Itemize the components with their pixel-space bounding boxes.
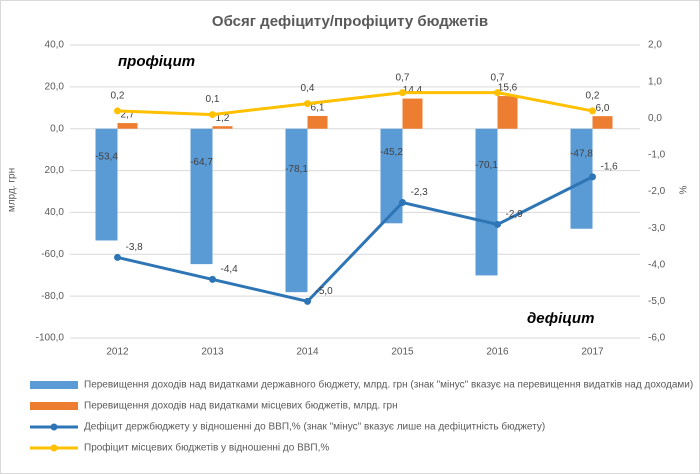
y-axis-label: млрд. грн	[7, 168, 18, 212]
line-point	[399, 198, 406, 206]
data-label: -4,4	[221, 264, 239, 275]
y2-tick-label: -2,0	[648, 186, 666, 197]
y2-tick-label: 2,0	[648, 40, 662, 51]
data-label: -47,8	[570, 148, 593, 159]
line-point	[589, 107, 596, 115]
x-tick-label: 2012	[106, 347, 129, 358]
bar	[592, 116, 613, 129]
data-label: -70,1	[475, 160, 498, 171]
line-point	[209, 111, 216, 119]
legend-label: Перевищення доходів над видатками держав…	[84, 379, 693, 391]
data-label: -2,9	[506, 209, 524, 220]
data-label: 6,1	[311, 103, 325, 114]
data-label: 0,1	[206, 94, 220, 105]
bar	[497, 96, 518, 129]
y2-tick-label: -1,0	[648, 150, 666, 161]
x-tick-label: 2017	[581, 347, 604, 358]
bar	[212, 126, 233, 129]
line-point	[399, 89, 406, 97]
y-tick-label: 40,0	[45, 207, 65, 218]
data-label: -5,0	[316, 286, 334, 297]
data-label: 1,2	[216, 113, 230, 124]
data-label: -64,7	[190, 157, 213, 168]
line	[117, 175, 594, 304]
y2-tick-label: 0,0	[648, 113, 662, 124]
line-point	[114, 107, 121, 115]
line-point	[304, 100, 311, 108]
line	[117, 91, 593, 117]
data-label: 0,7	[491, 72, 505, 83]
annotation: дефіцит	[527, 310, 594, 327]
legend-label: Профіцит місцевих бюджетів у відношенні …	[84, 442, 329, 454]
y-tick-label: 20,0	[45, 165, 65, 176]
y2-tick-label: -5,0	[648, 296, 666, 307]
legend-swatch	[50, 444, 58, 452]
legend-label: Перевищення доходів над видатками місцев…	[84, 400, 398, 412]
legend-swatch	[30, 402, 78, 410]
data-label: 14,4	[403, 85, 423, 96]
bar	[117, 123, 138, 129]
data-label: 6,0	[596, 103, 610, 114]
data-label: -3,8	[126, 242, 144, 253]
y2-axis-label: %	[679, 185, 690, 194]
bar	[190, 128, 213, 265]
data-label: 0,7	[396, 72, 410, 83]
y2-tick-label: -4,0	[648, 259, 666, 270]
line-point	[304, 297, 311, 305]
line-point	[209, 275, 216, 283]
bar	[475, 128, 498, 276]
bar	[95, 128, 118, 241]
x-tick-label: 2013	[201, 347, 224, 358]
x-tick-label: 2015	[391, 347, 414, 358]
annotation: профіцит	[118, 53, 195, 70]
y-tick-label: -80,0	[41, 291, 64, 302]
bar	[402, 98, 423, 129]
legend-label: Дефіцит держбюджету у відношенні до ВВП,…	[84, 421, 545, 433]
y-tick-label: 0,0	[50, 123, 64, 134]
y-tick-label: 20,0	[45, 81, 65, 92]
data-label: 0,4	[301, 83, 315, 94]
data-label: -1,6	[601, 161, 619, 172]
data-label: 15,6	[498, 83, 518, 94]
bar	[570, 128, 593, 229]
line-point	[494, 220, 501, 228]
bar	[307, 115, 328, 129]
y2-tick-label: 1,0	[648, 76, 662, 87]
y-tick-label: -60,0	[41, 249, 64, 260]
data-label: 2,7	[121, 110, 135, 121]
bar	[285, 128, 308, 293]
line-point	[114, 253, 121, 261]
legend-swatch	[30, 381, 78, 389]
data-label: -78,1	[285, 164, 308, 175]
bar	[380, 128, 403, 224]
data-label: -2,3	[411, 187, 429, 198]
line-point	[494, 89, 501, 97]
data-label: -45,2	[380, 147, 403, 158]
x-tick-label: 2016	[486, 347, 509, 358]
y-tick-label: -100,0	[36, 333, 65, 344]
y2-tick-label: -3,0	[648, 223, 666, 234]
y-tick-label: 40,0	[45, 40, 65, 51]
data-label: -53,4	[95, 151, 118, 162]
legend-swatch	[50, 423, 58, 431]
chart-title: Обсяг дефіциту/профіциту бюджетів	[212, 13, 488, 30]
x-tick-label: 2014	[296, 347, 319, 358]
y2-tick-label: -6,0	[648, 333, 666, 344]
data-label: 0,2	[111, 91, 125, 102]
line-point	[589, 173, 596, 181]
data-label: 0,2	[586, 91, 600, 102]
